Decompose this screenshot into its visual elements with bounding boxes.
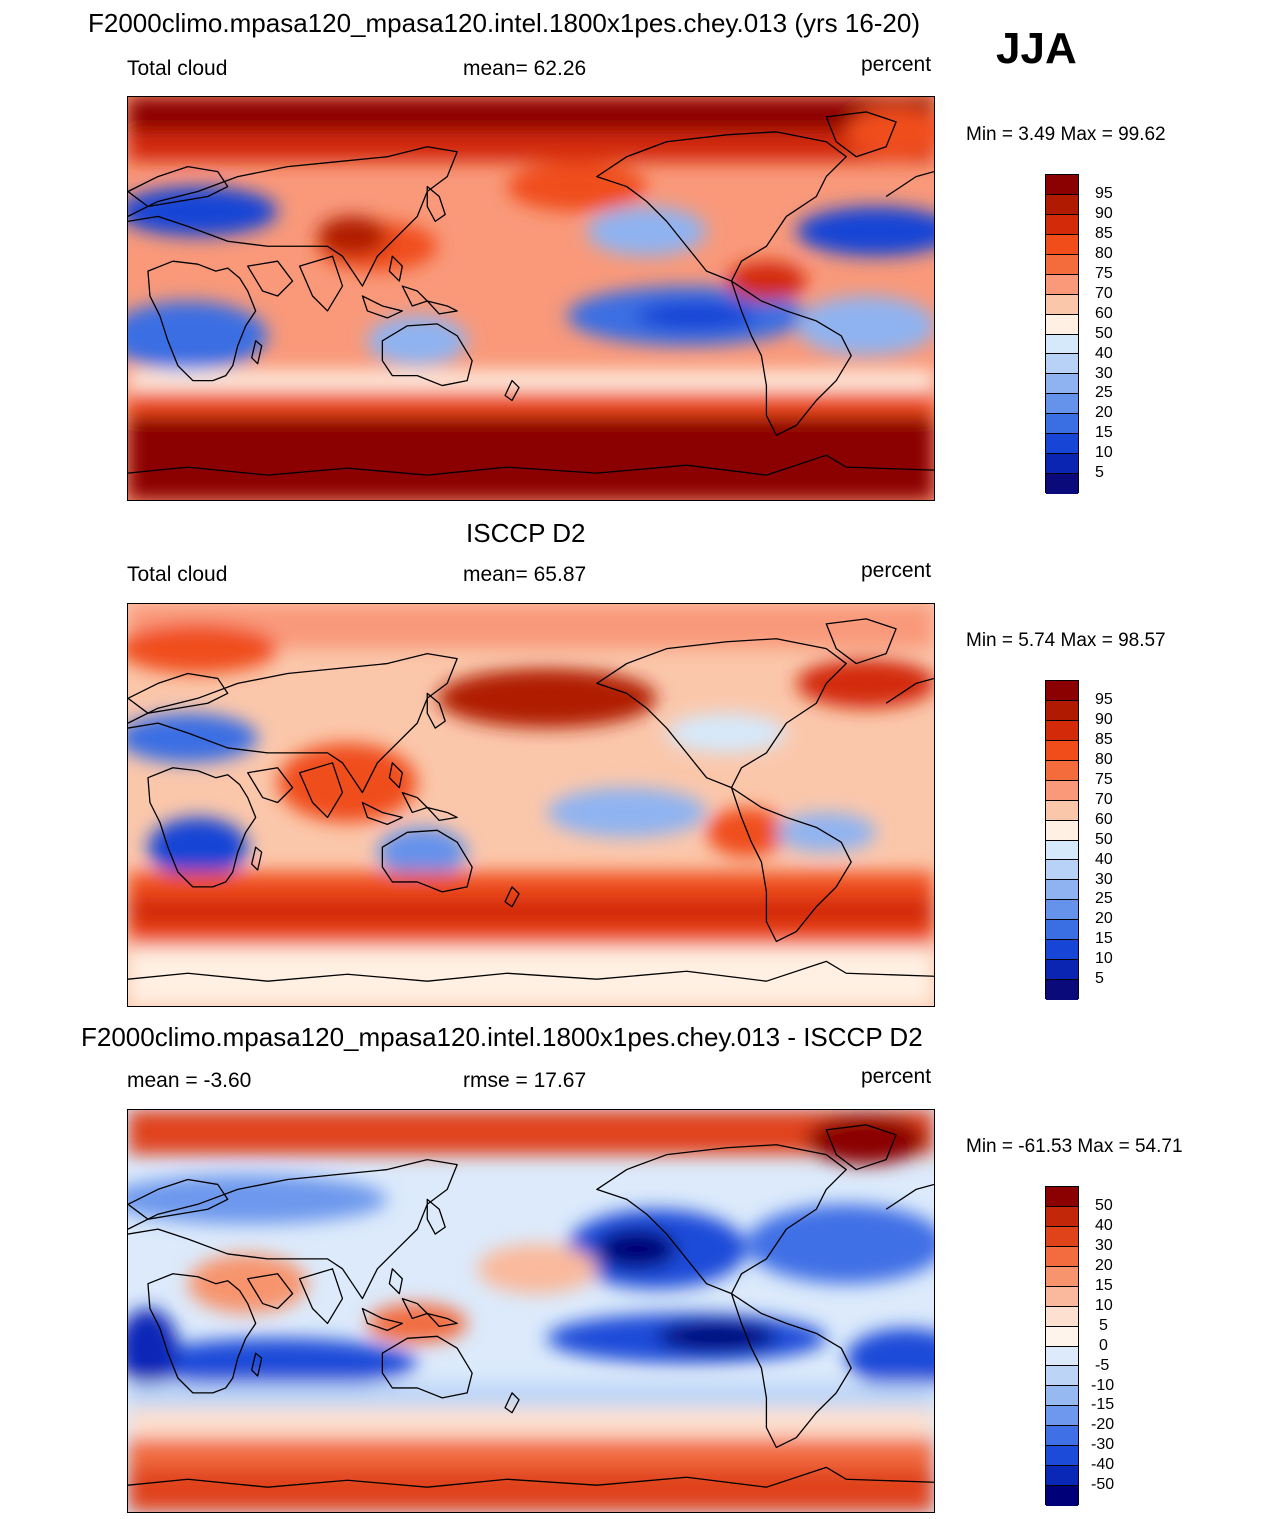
colorbar-tick-label: -40 <box>1091 1456 1115 1473</box>
colorbar-tick-label: 40 <box>1095 1217 1113 1234</box>
minmax-label-model: Min = 3.49 Max = 99.62 <box>966 124 1166 145</box>
colorbar-tick-label: 10 <box>1095 1297 1113 1314</box>
colorbar-tick-label: -50 <box>1091 1476 1115 1493</box>
colorbar-tick-label: 20 <box>1095 910 1113 927</box>
colorbar-tick-label: 25 <box>1095 384 1113 401</box>
map-diff-field <box>128 1110 934 1512</box>
map-obs <box>127 603 935 1007</box>
map-model-field <box>128 97 934 500</box>
variable-label-model: Total cloud <box>127 57 228 80</box>
colorbar-model <box>1045 174 1079 494</box>
colorbar-tick-label: 5 <box>1095 970 1104 987</box>
colorbar-tick-label: 50 <box>1095 831 1113 848</box>
season-label: JJA <box>996 24 1077 73</box>
colorbar-tick-label: 5 <box>1095 464 1104 481</box>
variable-label-obs: Total cloud <box>127 563 228 586</box>
mean-label-model: mean= 62.26 <box>463 57 587 80</box>
units-label-obs: percent <box>861 559 932 582</box>
colorbar-tick-label: 80 <box>1095 751 1113 768</box>
colorbar-tick-label: 85 <box>1095 731 1113 748</box>
colorbar-tick-label: 95 <box>1095 691 1113 708</box>
colorbar-tick-label: 85 <box>1095 225 1113 242</box>
colorbar-tick-label: -15 <box>1091 1396 1115 1413</box>
colorbar-tick-label: 25 <box>1095 890 1113 907</box>
panel-title-diff: F2000climo.mpasa120_mpasa120.intel.1800x… <box>81 1022 923 1052</box>
minmax-label-diff: Min = -61.53 Max = 54.71 <box>966 1136 1183 1157</box>
colorbar-tick-label: 0 <box>1099 1337 1108 1354</box>
colorbar-tick-label: -30 <box>1091 1436 1115 1453</box>
colorbar-tick-label: 75 <box>1095 771 1113 788</box>
colorbar-tick-label: 5 <box>1099 1317 1108 1334</box>
colorbar-tick-label: 15 <box>1095 424 1113 441</box>
map-model <box>127 96 935 501</box>
map-obs-field <box>128 604 934 1006</box>
colorbar-tick-label: 10 <box>1095 444 1113 461</box>
colorbar-tick-label: -5 <box>1095 1357 1110 1374</box>
colorbar-tick-label: 30 <box>1095 1237 1113 1254</box>
colorbar-tick-label: 75 <box>1095 265 1113 282</box>
minmax-label-obs: Min = 5.74 Max = 98.57 <box>966 630 1166 651</box>
colorbar-tick-label: 20 <box>1095 404 1113 421</box>
colorbar-tick-label: 60 <box>1095 305 1113 322</box>
colorbar-tick-label: 30 <box>1095 365 1113 382</box>
colorbar-tick-label: 40 <box>1095 851 1113 868</box>
colorbar-tick-label: 20 <box>1095 1257 1113 1274</box>
colorbar-tick-label: 90 <box>1095 711 1113 728</box>
colorbar-tick-label: 95 <box>1095 185 1113 202</box>
colorbar-tick-label: 50 <box>1095 325 1113 342</box>
colorbar-tick-label: 15 <box>1095 1277 1113 1294</box>
colorbar-tick-label: 90 <box>1095 205 1113 222</box>
colorbar-tick-label: -10 <box>1091 1377 1115 1394</box>
colorbar-tick-label: 80 <box>1095 245 1113 262</box>
colorbar-tick-label: -20 <box>1091 1416 1115 1433</box>
panel-title-model: F2000climo.mpasa120_mpasa120.intel.1800x… <box>88 8 921 38</box>
mean-label-obs: mean= 65.87 <box>463 563 587 586</box>
colorbar-tick-label: 15 <box>1095 930 1113 947</box>
rmse-label-diff: rmse = 17.67 <box>463 1069 587 1092</box>
colorbar-tick-label: 70 <box>1095 791 1113 808</box>
colorbar-diff <box>1045 1186 1079 1506</box>
colorbar-tick-label: 70 <box>1095 285 1113 302</box>
mean-label-diff: mean = -3.60 <box>127 1069 252 1092</box>
colorbar-obs <box>1045 680 1079 1000</box>
units-label-diff: percent <box>861 1065 932 1088</box>
colorbar-tick-label: 60 <box>1095 811 1113 828</box>
colorbar-tick-label: 50 <box>1095 1197 1113 1214</box>
panel-title-obs: ISCCP D2 <box>466 518 586 548</box>
units-label-model: percent <box>861 53 932 76</box>
colorbar-tick-label: 30 <box>1095 871 1113 888</box>
colorbar-tick-label: 10 <box>1095 950 1113 967</box>
map-diff <box>127 1109 935 1513</box>
colorbar-tick-label: 40 <box>1095 345 1113 362</box>
